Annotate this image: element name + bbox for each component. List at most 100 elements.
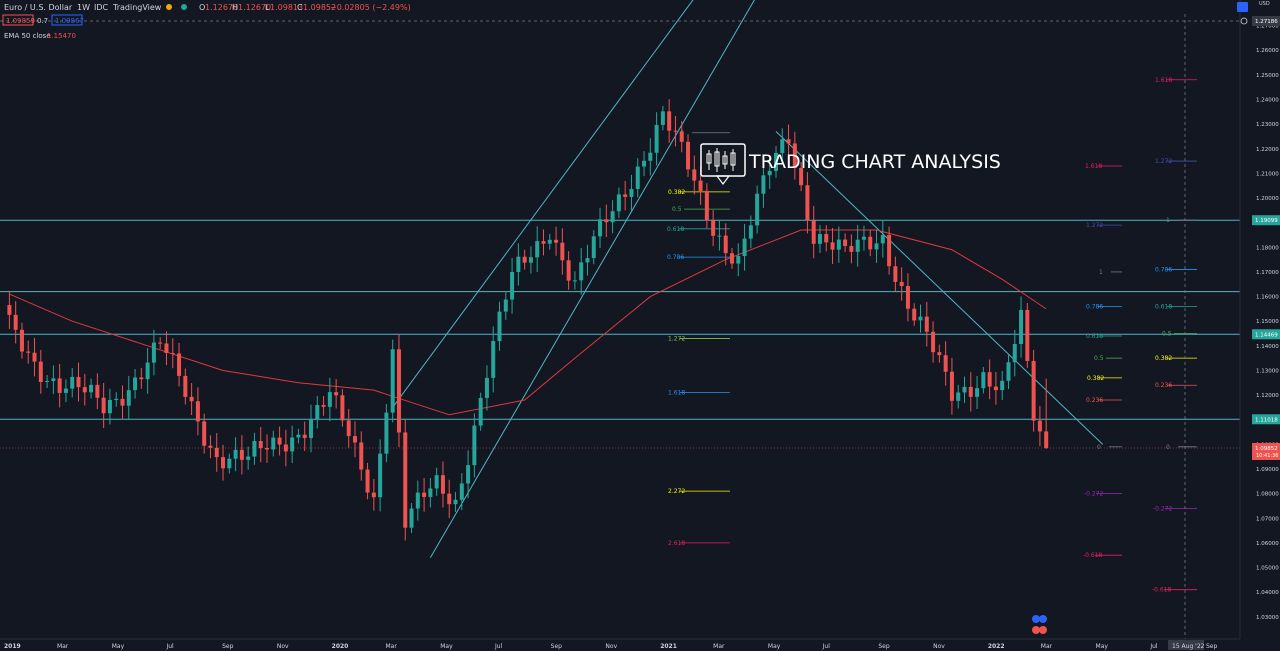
event-marker-icon[interactable] — [1032, 615, 1040, 623]
candle-body[interactable] — [227, 458, 232, 469]
candle-body[interactable] — [510, 271, 515, 300]
candle-body[interactable] — [874, 243, 879, 250]
candle-body[interactable] — [748, 225, 753, 239]
candle-body[interactable] — [767, 170, 772, 176]
candle-body[interactable] — [277, 437, 282, 445]
candle-body[interactable] — [296, 434, 301, 438]
candle-body[interactable] — [962, 386, 967, 393]
candle-body[interactable] — [478, 397, 483, 426]
candle-body[interactable] — [572, 280, 577, 282]
candle-body[interactable] — [585, 258, 590, 263]
candle-body[interactable] — [202, 421, 207, 446]
candle-body[interactable] — [905, 285, 910, 309]
candle-body[interactable] — [107, 400, 112, 414]
candle-body[interactable] — [598, 219, 603, 237]
indicator-label[interactable]: EMA 50 close — [4, 32, 51, 40]
candle-body[interactable] — [151, 342, 156, 363]
candle-body[interactable] — [195, 401, 200, 422]
candle-body[interactable] — [13, 314, 18, 330]
trendline[interactable] — [775, 131, 1104, 445]
event-marker-icon[interactable] — [1039, 615, 1047, 623]
candle-body[interactable] — [19, 329, 24, 352]
candle-body[interactable] — [899, 281, 904, 286]
candle-body[interactable] — [214, 447, 219, 458]
candle-body[interactable] — [805, 185, 810, 221]
candle-body[interactable] — [799, 168, 804, 186]
candle-body[interactable] — [849, 245, 854, 252]
candle-body[interactable] — [698, 180, 703, 191]
candle-body[interactable] — [315, 405, 320, 420]
candle-body[interactable] — [773, 152, 778, 171]
ask-value[interactable]: 1.09867 — [55, 17, 84, 25]
candle-body[interactable] — [723, 235, 728, 254]
candle-body[interactable] — [459, 483, 464, 500]
candle-body[interactable] — [673, 130, 678, 132]
candle-body[interactable] — [466, 465, 471, 484]
candle-body[interactable] — [717, 235, 722, 237]
candle-body[interactable] — [623, 194, 628, 197]
candle-body[interactable] — [516, 256, 521, 272]
candle-body[interactable] — [541, 241, 546, 244]
candle-body[interactable] — [57, 378, 62, 393]
candle-body[interactable] — [233, 449, 238, 459]
candle-body[interactable] — [365, 469, 370, 493]
candle-body[interactable] — [63, 388, 68, 393]
bid-box[interactable] — [2, 14, 34, 26]
event-marker-icon[interactable] — [1039, 626, 1047, 634]
candle-body[interactable] — [1012, 344, 1017, 363]
candle-body[interactable] — [51, 378, 56, 381]
candle-body[interactable] — [126, 390, 131, 406]
candle-body[interactable] — [82, 387, 87, 393]
candle-body[interactable] — [26, 351, 31, 353]
candle-body[interactable] — [836, 239, 841, 250]
candle-body[interactable] — [692, 169, 697, 181]
candle-body[interactable] — [359, 442, 364, 470]
candle-body[interactable] — [183, 375, 188, 397]
candle-body[interactable] — [38, 361, 43, 383]
candle-body[interactable] — [949, 371, 954, 401]
candle-body[interactable] — [120, 398, 125, 406]
candle-body[interactable] — [811, 220, 816, 244]
price-axis[interactable]: USD 1.27000 1.26000 1.25000 1.24000 1.23000 1… — [1237, 0, 1280, 639]
candle-body[interactable] — [937, 352, 942, 356]
candle-body[interactable] — [352, 436, 357, 443]
candle-body[interactable] — [861, 236, 866, 240]
candle-body[interactable] — [1000, 380, 1005, 391]
candle-body[interactable] — [786, 139, 791, 144]
candle-body[interactable] — [792, 143, 797, 169]
candle-body[interactable] — [290, 437, 295, 452]
candle-body[interactable] — [327, 392, 332, 407]
candle-body[interactable] — [114, 398, 119, 401]
candle-body[interactable] — [434, 475, 439, 489]
candle-body[interactable] — [239, 449, 244, 460]
candle-body[interactable] — [843, 239, 848, 246]
candle-body[interactable] — [604, 219, 609, 223]
candle-body[interactable] — [252, 440, 257, 457]
candle-body[interactable] — [497, 311, 502, 342]
candle-body[interactable] — [610, 211, 615, 223]
candle-body[interactable] — [409, 508, 414, 528]
candle-body[interactable] — [76, 376, 81, 388]
candle-body[interactable] — [415, 492, 420, 509]
candle-body[interactable] — [968, 386, 973, 397]
market-open-icon[interactable] — [181, 4, 187, 10]
candle-body[interactable] — [880, 235, 885, 244]
candle-body[interactable] — [591, 236, 596, 259]
candle-body[interactable] — [208, 445, 213, 448]
candle-body[interactable] — [761, 175, 766, 194]
candle-body[interactable] — [378, 453, 383, 498]
candle-body[interactable] — [246, 456, 251, 460]
candle-body[interactable] — [145, 362, 150, 380]
candle-body[interactable] — [271, 437, 276, 450]
candle-body[interactable] — [704, 190, 709, 221]
event-marker-icon[interactable] — [1032, 626, 1040, 634]
candle-body[interactable] — [170, 353, 175, 355]
candle-body[interactable] — [817, 234, 822, 244]
candle-body[interactable] — [1025, 309, 1030, 361]
candle-body[interactable] — [440, 475, 445, 494]
candle-body[interactable] — [101, 397, 106, 414]
candle-body[interactable] — [566, 260, 571, 281]
candle-body[interactable] — [887, 235, 892, 267]
